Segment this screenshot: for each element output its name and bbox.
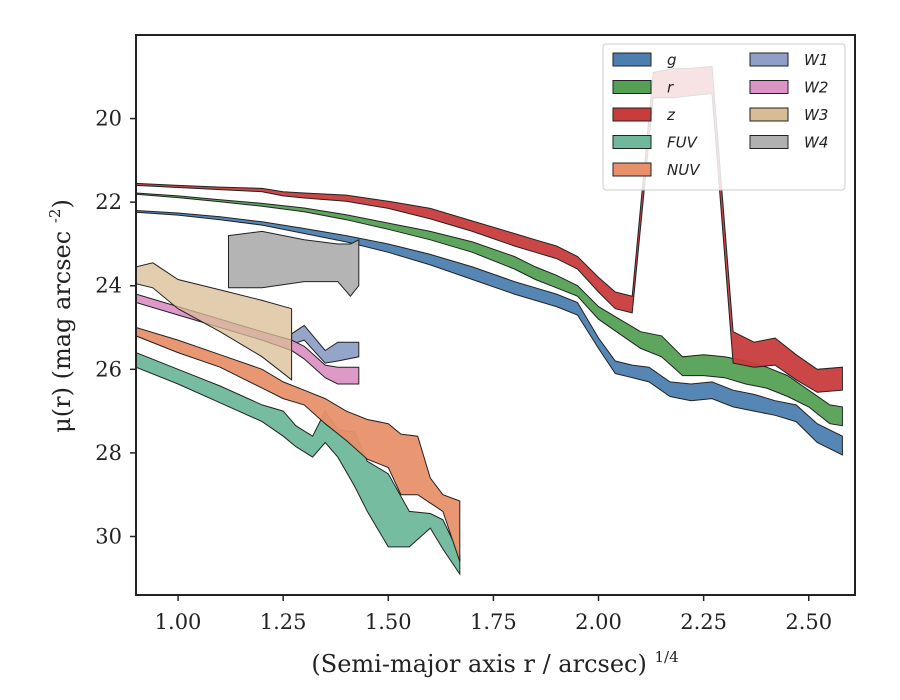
legend-label-fuv: FUV [667,134,699,152]
legend-label-r: r [667,79,674,97]
y-tick-label: 26 [95,357,122,381]
legend-label-w3: W3 [804,106,828,124]
legend-label-w4: W4 [804,134,828,152]
x-axis-label-text: (Semi-major axis r / arcsec) [311,650,646,678]
legend-label-w1: W1 [804,51,828,69]
y-tick-label: 24 [95,274,122,298]
legend-swatch-w2 [749,80,789,94]
series-band-w4 [228,230,360,297]
series-band-z [136,65,843,393]
series-band-nuv [136,326,461,562]
x-tick-label: 2.25 [680,610,727,634]
axis-label-tail: ) [48,199,76,208]
legend-swatch-w4 [749,135,789,149]
y-tick-label: 22 [95,190,122,214]
legend-swatch-nuv [612,162,652,177]
x-axis-label: (Semi-major axis r / arcsec) 1/4 [311,648,678,678]
legend-swatch-w3 [749,107,789,122]
x-axis: 1.00 1.25 1.50 1.75 2.00 2.25 2.50 [155,595,832,634]
axis-label-superscript: 1/4 [654,648,678,666]
x-tick-label: 2.00 [575,610,622,634]
legend: grz FUV NUV W1 W2 W3 W4 [602,43,846,191]
legend-swatch-g [612,52,652,67]
y-tick-label: 30 [95,524,122,548]
x-tick-label: 1.25 [260,610,307,634]
x-tick-label: 1.50 [365,610,412,634]
x-tick-label: 1.00 [155,610,202,634]
series-band-r [136,192,843,427]
legend-label-nuv: NUV [667,161,701,179]
y-tick-label: 20 [95,107,122,131]
series-band-w1 [291,324,360,364]
y-axis-label: μ(r) (mag arcsec -2) [46,199,76,433]
series-band-fuv [136,352,461,576]
legend-swatch-z [612,107,652,122]
plot-frame [135,34,856,596]
legend-swatch-w1 [749,52,789,67]
x-tick-label: 1.75 [470,610,517,634]
y-axis: 20 22 24 26 28 30 [95,107,136,548]
series-layer [136,65,843,576]
x-tick-label: 2.50 [785,610,832,634]
legend-swatch-fuv [612,135,652,149]
series-band-w3 [136,262,293,381]
axis-label-superscript: -2 [46,209,64,224]
series-band-g [136,209,843,456]
legend-label-w2: W2 [804,79,828,97]
legend-swatch-r [612,80,652,94]
legend-label-z: z [666,106,676,124]
y-tick-label: 28 [95,441,122,465]
y-axis-label-text: μ(r) (mag arcsec [48,231,76,433]
legend-label-g: g [667,51,677,69]
